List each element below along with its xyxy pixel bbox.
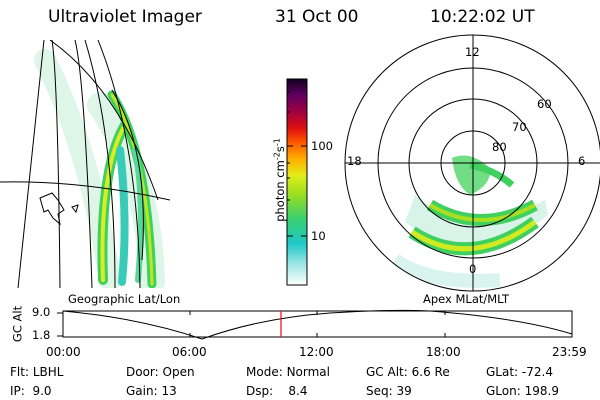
time-tick-1200: 12:00 [299, 345, 334, 359]
geo-panel-caption: Geographic Lat/Lon [68, 292, 181, 306]
colorbar-tick-100: 100 [311, 139, 333, 153]
altitude-ytick-high: 9.0 [32, 305, 51, 319]
time-tick-1800: 18:00 [426, 345, 461, 359]
colorbar-unit-label: photon cm-2s-1 [272, 138, 288, 222]
mlt-label-12: 12 [465, 45, 480, 59]
info-gain: Gain: 13 [126, 384, 177, 398]
colorbar [286, 78, 308, 286]
info-door: Door: Open [126, 365, 195, 379]
aurora-polar-oval [390, 155, 548, 288]
info-seq: Seq: 39 [366, 384, 412, 398]
colorbar-tick-10: 10 [311, 229, 326, 243]
time-label: 10:22:02 UT [430, 7, 535, 27]
polar-panel-caption: Apex MLat/MLT [423, 292, 510, 306]
mlat-label-80: 80 [492, 140, 507, 154]
time-tick-0000: 00:00 [46, 345, 81, 359]
date-label: 31 Oct 00 [275, 7, 359, 27]
info-glat: GLat: -72.4 [486, 365, 553, 379]
altitude-plot [57, 309, 573, 340]
time-tick-2359: 23:59 [552, 345, 587, 359]
info-mode: Mode: Normal [246, 365, 330, 379]
info-flt: Flt: LBHL [10, 365, 64, 379]
info-dsp: Dsp: 8.4 [246, 384, 308, 398]
info-glon: GLon: 198.9 [486, 384, 559, 398]
time-tick-0600: 06:00 [172, 345, 207, 359]
mlt-label-6: 6 [578, 154, 586, 168]
coastline [39, 192, 65, 226]
map-grid [0, 40, 170, 288]
info-gcalt: GC Alt: 6.6 Re [366, 365, 450, 379]
mlat-label-70: 70 [512, 120, 527, 134]
instrument-title: Ultraviolet Imager [48, 7, 202, 27]
altitude-ytick-low: 1.8 [32, 328, 51, 342]
mlt-label-18: 18 [347, 154, 362, 168]
mlt-label-0: 0 [469, 262, 477, 276]
geographic-panel [0, 40, 170, 288]
colorbar-ticks [287, 91, 307, 237]
polar-grid [344, 34, 600, 292]
altitude-ylabel: GC Alt [10, 305, 25, 343]
info-ip: IP: 9.0 [10, 384, 52, 398]
altitude-curve [62, 309, 573, 340]
polar-panel [344, 34, 600, 292]
mlat-label-60: 60 [537, 97, 552, 111]
